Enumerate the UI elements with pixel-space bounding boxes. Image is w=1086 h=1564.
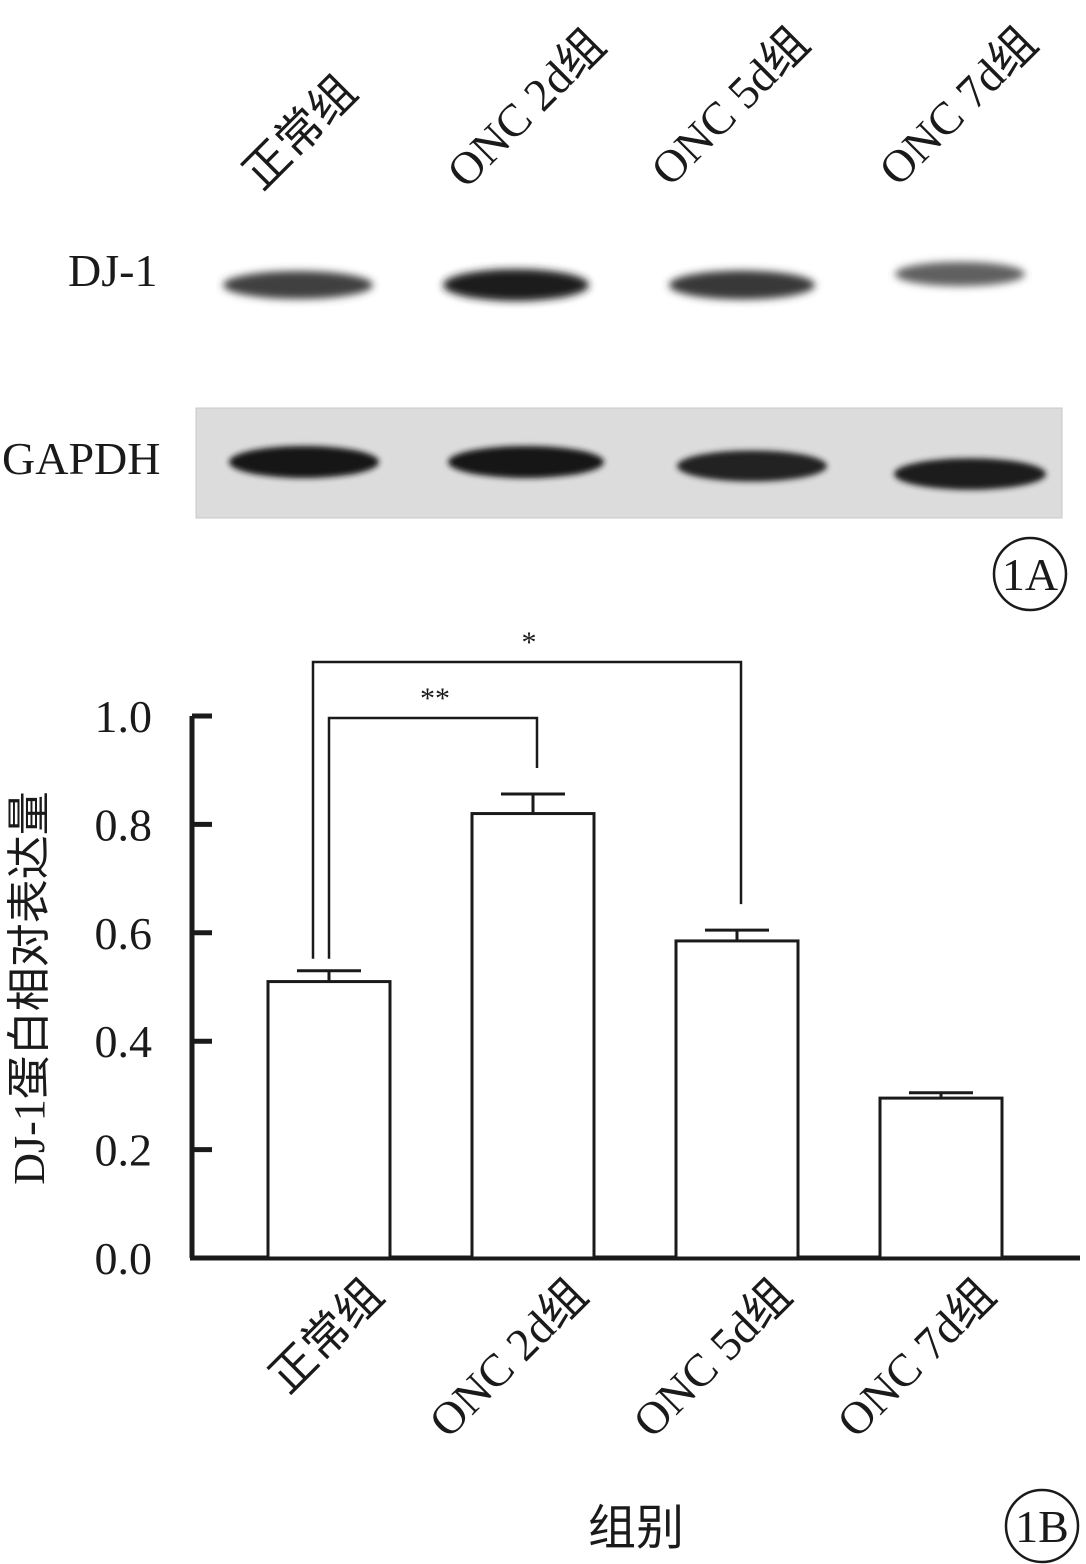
band-gapdh [229,446,379,478]
band-dj1 [443,269,589,301]
blot-dj1 [223,261,1025,301]
bar [266,980,392,1260]
band-gapdh [894,458,1046,490]
lane-label: ONC 2d组 [437,19,615,197]
significance-bracket [327,716,539,959]
y-tick-label: 0.4 [95,1016,153,1067]
y-tick-label: 1.0 [95,691,153,742]
y-ticks: 0.0 0.2 0.4 0.6 0.8 1.0 [95,691,212,1284]
lane-label: ONC 5d组 [641,17,819,195]
y-tick-label: 0.8 [95,799,153,850]
y-tick-label: 0.0 [95,1233,153,1284]
significance-bracket [311,660,743,959]
lane-label: 正常组 [233,65,367,199]
significance-label: ** [420,682,450,715]
bar [470,812,596,1260]
y-tick-label: 0.2 [95,1125,153,1176]
bars [266,792,1004,1260]
y-axis-label: DJ-1蛋白相对表达量 [5,791,54,1185]
significance-label: * [522,626,537,659]
panel-a: 正常组 ONC 2d组 ONC 5d组 ONC 7d组 DJ-1 GAPDH 1… [2,17,1068,612]
panel-label-circle [1004,1488,1080,1564]
lane-label: ONC 7d组 [869,17,1047,195]
panel-b: 0.00.20.40.60.81.0 *** DJ-1蛋白相对表达量 正常组 ON… [5,626,1080,1564]
row-label-dj1: DJ-1 [68,245,157,296]
x-category-label: ONC 5d组 [623,1269,801,1447]
blot-gapdh [229,446,1046,490]
panel-label-1b: 1B [1015,1501,1069,1552]
band-gapdh [448,446,604,478]
row-label-gapdh: GAPDH [2,433,160,484]
y-tick-label: 0.6 [95,908,153,959]
x-category-label: 正常组 [259,1269,393,1403]
significance-brackets: *** [311,626,743,959]
panel-label-circle [992,536,1068,612]
x-category-label: ONC 7d组 [827,1269,1005,1447]
band-dj1 [669,270,815,300]
bar [878,1096,1004,1260]
x-categories: 正常组 ONC 2d组 ONC 5d组 ONC 7d组 [259,1269,1005,1447]
x-axis-label: 组别 [588,1502,684,1555]
band-dj1 [223,270,373,300]
band-gapdh [677,450,827,482]
x-category-label: ONC 2d组 [419,1269,597,1447]
band-dj1 [895,261,1025,287]
bar [674,939,800,1260]
panel-label-1a: 1A [1002,549,1058,600]
